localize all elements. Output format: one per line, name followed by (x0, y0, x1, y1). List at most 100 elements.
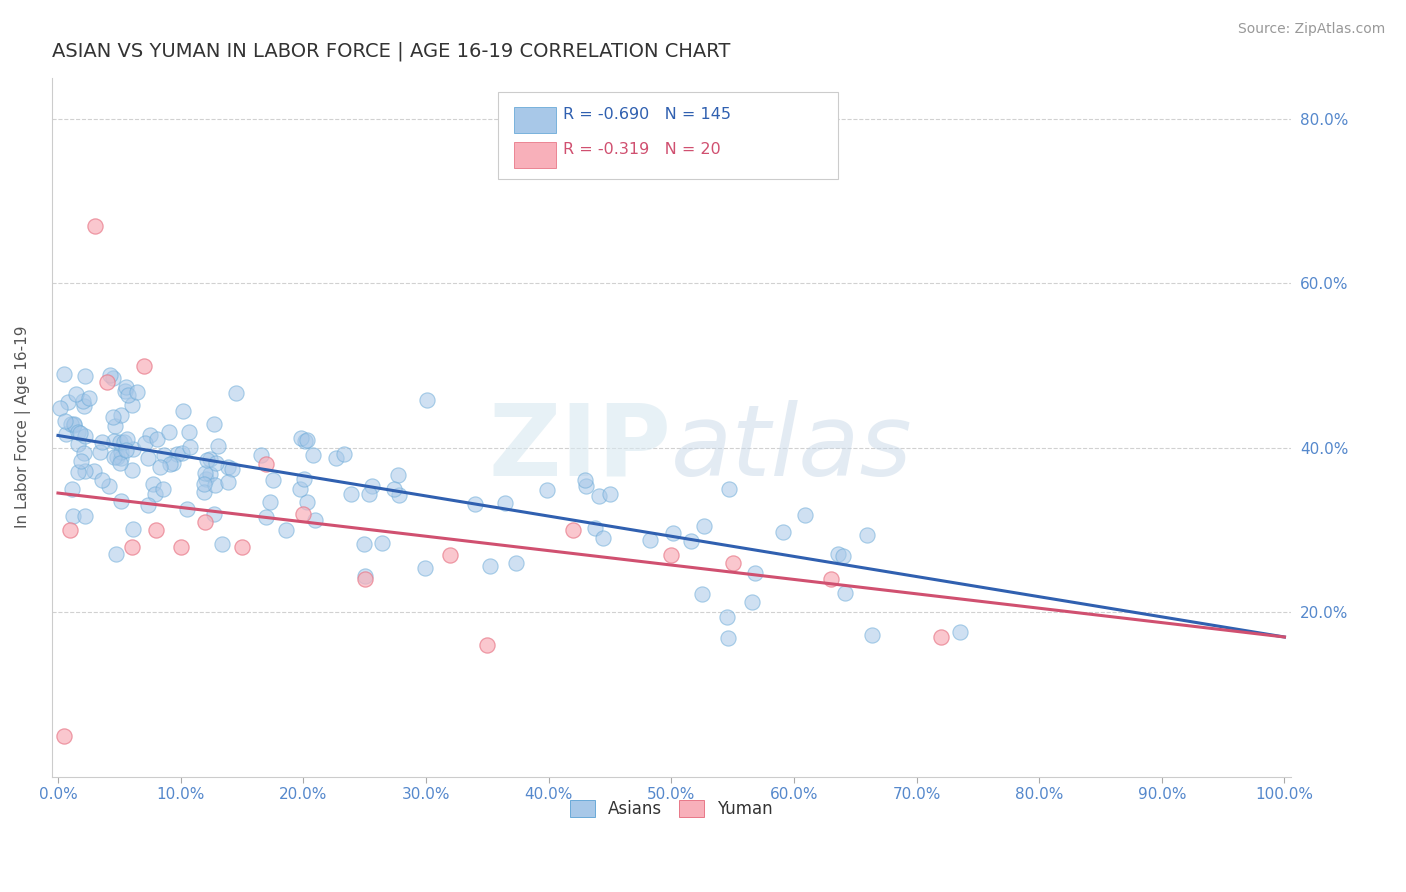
Text: Source: ZipAtlas.com: Source: ZipAtlas.com (1237, 22, 1385, 37)
Point (744, 566, 766, 580)
Point (221, 462, 243, 476)
Point (681, 534, 703, 549)
Point (105, 450, 128, 464)
Text: ZIP: ZIP (488, 400, 671, 497)
Point (494, 496, 516, 510)
Point (198, 467, 221, 482)
Point (69, 425, 91, 440)
Point (195, 472, 218, 486)
Point (290, 483, 312, 497)
Point (692, 518, 714, 533)
Point (202, 417, 225, 432)
Point (122, 442, 145, 456)
Point (67, 437, 90, 451)
Point (860, 628, 883, 642)
Point (90, 435, 112, 450)
Point (98, 368, 121, 383)
Point (110, 494, 132, 508)
Point (276, 523, 298, 537)
Point (110, 456, 132, 470)
Point (304, 513, 326, 527)
Point (77, 391, 100, 405)
Point (73, 369, 96, 384)
Point (179, 425, 201, 439)
Point (97, 479, 120, 493)
Point (53, 729, 76, 743)
Point (132, 359, 155, 373)
Point (371, 536, 394, 550)
Point (478, 559, 501, 574)
Point (60, 482, 83, 496)
Point (340, 487, 363, 501)
Point (73, 429, 96, 443)
Point (159, 457, 181, 471)
Point (659, 548, 682, 562)
FancyBboxPatch shape (513, 107, 555, 133)
Text: ASIAN VS YUMAN IN LABOR FORCE | AGE 16-19 CORRELATION CHART: ASIAN VS YUMAN IN LABOR FORCE | AGE 16-1… (52, 42, 730, 62)
Point (204, 478, 226, 492)
Point (195, 453, 218, 467)
Point (325, 451, 347, 466)
Point (332, 447, 354, 461)
Point (145, 523, 167, 537)
Text: R = -0.319   N = 20: R = -0.319 N = 20 (564, 142, 721, 157)
Point (162, 456, 184, 470)
Point (115, 432, 138, 446)
Text: R = -0.690   N = 145: R = -0.690 N = 145 (564, 107, 731, 122)
Point (66, 425, 89, 439)
Point (256, 457, 278, 471)
Point (717, 482, 740, 496)
Point (794, 508, 817, 523)
Point (225, 386, 247, 401)
Point (416, 392, 439, 407)
Point (59, 523, 82, 537)
Point (353, 573, 375, 587)
Point (301, 448, 323, 462)
Point (716, 631, 738, 645)
Point (63, 417, 86, 432)
Point (259, 494, 281, 508)
Point (297, 495, 319, 509)
Point (89, 445, 111, 459)
Point (439, 548, 461, 562)
Point (59, 417, 82, 432)
Point (152, 482, 174, 496)
Point (114, 384, 136, 398)
Point (638, 533, 661, 547)
Point (353, 569, 375, 583)
Point (149, 460, 172, 475)
Point (294, 434, 316, 448)
Point (83, 464, 105, 478)
Point (121, 399, 143, 413)
Point (413, 560, 436, 574)
Point (75, 508, 97, 523)
Point (193, 484, 215, 499)
Point (62, 509, 84, 524)
Point (505, 556, 527, 570)
Point (176, 502, 198, 516)
Point (110, 451, 132, 466)
Point (292, 507, 315, 521)
Point (58, 394, 80, 409)
Point (53, 414, 76, 428)
Point (741, 594, 763, 608)
Point (588, 489, 610, 503)
Point (827, 547, 849, 561)
Point (204, 456, 226, 470)
Point (121, 540, 143, 554)
Point (83, 219, 105, 233)
Point (295, 433, 318, 447)
Point (122, 522, 145, 536)
Point (146, 432, 169, 446)
Point (103, 409, 125, 424)
Y-axis label: In Labor Force | Age 16-19: In Labor Force | Age 16-19 (15, 326, 31, 528)
Point (142, 477, 165, 491)
Point (262, 474, 284, 488)
Point (207, 439, 229, 453)
Point (96, 375, 118, 389)
Point (575, 478, 598, 492)
Point (172, 403, 194, 417)
Point (231, 540, 253, 554)
Point (692, 587, 714, 601)
FancyBboxPatch shape (513, 142, 555, 168)
